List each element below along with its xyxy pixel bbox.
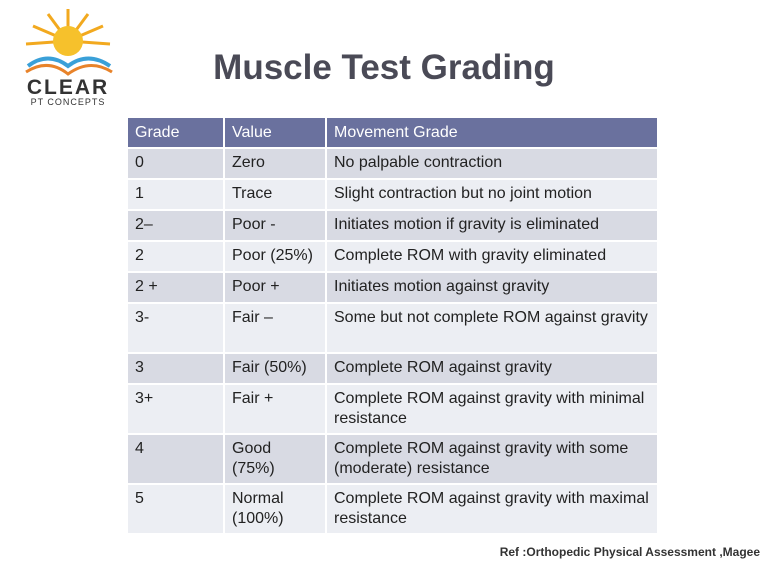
table-cell: 2 + — [128, 272, 225, 304]
table-cell: Zero — [224, 148, 327, 180]
table-cell: Complete ROM against gravity with minima… — [326, 384, 659, 435]
table-row: 3 Fair (50%) Complete ROM against gravity — [128, 353, 659, 385]
table-cell: 1 — [128, 179, 225, 211]
table-cell: 3- — [128, 303, 225, 354]
table-row: 2 + Poor + Initiates motion against gravit… — [128, 272, 659, 304]
header-row: Grade Value Movement Grade — [128, 118, 659, 149]
header-cell: Value — [224, 118, 327, 149]
grading-table: Grade Value Movement Grade 0 Zero No palpabl… — [128, 118, 659, 535]
table-cell: Slight contraction but no joint motion — [326, 179, 659, 211]
table-cell: Initiates motion if gravity is eliminate… — [326, 210, 659, 242]
table-cell: 3 — [128, 353, 225, 385]
table-row: 3+ Fair + Complete ROM against gravity wit… — [128, 384, 659, 435]
table-cell: 2– — [128, 210, 225, 242]
table-cell: Poor + — [224, 272, 327, 304]
table-cell: 4 — [128, 434, 225, 485]
logo-name: CLEAR — [27, 76, 109, 99]
logo-tagline: PT CONCEPTS — [31, 97, 106, 107]
table-cell: Poor (25%) — [224, 241, 327, 273]
header-cell: Grade — [128, 118, 225, 149]
table-row: 4 Good (75%) Complete ROM against gravity … — [128, 434, 659, 485]
table-body: 0 Zero No palpable contraction 1 Trace Slight… — [128, 148, 659, 535]
reference: Ref :Orthopedic Physical Assessment ,Mag… — [499, 545, 760, 559]
table-row: 2– Poor - Initiates motion if gravity is e… — [128, 210, 659, 242]
table-row: 0 Zero No palpable contraction — [128, 148, 659, 180]
table-cell: Initiates motion against gravity — [326, 272, 659, 304]
table-cell: Fair (50%) — [224, 353, 327, 385]
table-cell: Complete ROM against gravity — [326, 353, 659, 385]
table-cell: Good (75%) — [224, 434, 327, 485]
table-cell: Poor - — [224, 210, 327, 242]
table-cell: Fair – — [224, 303, 327, 354]
table-cell: Complete ROM with gravity eliminated — [326, 241, 659, 273]
table-cell: 3+ — [128, 384, 225, 435]
table-row: 1 Trace Slight contraction but no joint mo… — [128, 179, 659, 211]
logo: CLEAR PT CONCEPTS — [25, 9, 113, 107]
table-cell: Fair + — [224, 384, 327, 435]
table-cell: 2 — [128, 241, 225, 273]
table-cell: Normal (100%) — [224, 484, 327, 535]
table-cell: Complete ROM against gravity with maxima… — [326, 484, 659, 535]
table-row: 5 Normal (100%) Complete ROM against gravi… — [128, 484, 659, 535]
table-cell: Trace — [224, 179, 327, 211]
table-cell: Complete ROM against gravity with some (… — [326, 434, 659, 485]
table-cell: 5 — [128, 484, 225, 535]
title: Muscle Test Grading — [213, 48, 555, 87]
table-cell: No palpable contraction — [326, 148, 659, 180]
table-cell: Some but not complete ROM against gravit… — [326, 303, 659, 354]
table-row: 3- Fair – Some but not complete ROM agains… — [128, 303, 659, 354]
table-cell: 0 — [128, 148, 225, 180]
header-cell: Movement Grade — [326, 118, 659, 149]
table-row: 2 Poor (25%) Complete ROM with gravity eli… — [128, 241, 659, 273]
